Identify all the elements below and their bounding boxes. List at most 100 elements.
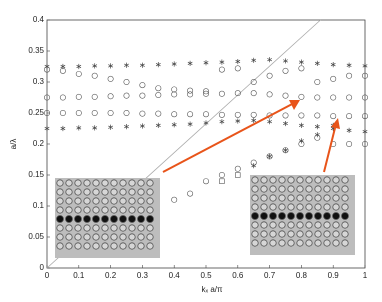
inset-hole xyxy=(101,188,109,196)
circle-point xyxy=(155,85,162,92)
inset-hole xyxy=(287,185,295,193)
inset-hole xyxy=(278,230,286,238)
inset-hole xyxy=(287,221,295,229)
star-point xyxy=(235,58,241,65)
inset-hole xyxy=(146,242,154,250)
x-tick-label: 0.4 xyxy=(169,271,181,280)
star-point xyxy=(171,122,177,128)
star-point xyxy=(251,117,257,124)
y-tick-label: 0.35 xyxy=(28,46,44,55)
inset-hole xyxy=(65,197,73,205)
inset-hole xyxy=(251,176,259,184)
inset-hole xyxy=(341,239,349,247)
circle-point xyxy=(155,110,162,117)
x-tick-label: 0.7 xyxy=(264,271,276,280)
inset-hole xyxy=(101,179,109,187)
inset-hole xyxy=(146,224,154,232)
circle-point xyxy=(330,94,337,101)
circle-point xyxy=(171,111,178,118)
inset-hole xyxy=(92,188,100,196)
inset-hole xyxy=(323,203,331,211)
inset-hole xyxy=(314,194,322,202)
inset-hole xyxy=(137,242,145,250)
inset-hole xyxy=(314,176,322,184)
circle-point xyxy=(218,111,225,118)
circle-point xyxy=(298,65,305,72)
circle-point xyxy=(139,92,146,99)
inset-hole xyxy=(269,221,277,229)
inset-hole xyxy=(65,206,73,214)
circle-point xyxy=(266,153,273,160)
inset-hole xyxy=(119,179,127,187)
circle-point xyxy=(171,86,178,93)
inset-hole xyxy=(65,242,73,250)
inset-hole xyxy=(137,206,145,214)
circle-point xyxy=(298,93,305,100)
circle-point xyxy=(218,90,225,97)
inset-hole xyxy=(56,242,64,250)
star-point xyxy=(251,163,257,169)
inset-hole xyxy=(128,179,136,187)
x-tick-label: 0.8 xyxy=(296,271,308,280)
inset-hole xyxy=(251,203,259,211)
circle-point xyxy=(361,94,368,101)
inset-hole xyxy=(74,242,82,250)
inset-hole xyxy=(56,179,64,187)
inset-hole xyxy=(269,212,277,220)
inset-hole xyxy=(323,194,331,202)
inset-hole xyxy=(341,203,349,211)
inset-hole xyxy=(65,215,73,223)
x-tick-label: 1 xyxy=(363,271,368,280)
inset-hole xyxy=(83,224,91,232)
inset-hole xyxy=(65,224,73,232)
circle-point xyxy=(346,72,353,79)
circle-point xyxy=(314,79,321,86)
circle-point xyxy=(346,94,353,101)
inset-hole xyxy=(278,185,286,193)
inset-hole xyxy=(323,176,331,184)
inset-hole xyxy=(305,194,313,202)
inset-hole xyxy=(341,212,349,220)
inset-hole xyxy=(278,239,286,247)
inset-hole xyxy=(137,215,145,223)
star-point xyxy=(314,132,320,138)
x-tick-label: 0.2 xyxy=(105,271,117,280)
star-point xyxy=(108,63,114,69)
star-point xyxy=(283,147,288,153)
star-point xyxy=(314,124,320,130)
inset-hole xyxy=(278,221,286,229)
circle-point xyxy=(187,91,194,98)
inset-hole xyxy=(341,185,349,193)
circle-point xyxy=(91,93,98,100)
inset-hole xyxy=(65,188,73,196)
circle-point xyxy=(203,178,210,185)
inset-hole xyxy=(278,194,286,202)
circle-point xyxy=(59,110,66,117)
inset-hole xyxy=(305,230,313,238)
circle-point xyxy=(187,87,194,94)
inset-hole xyxy=(56,215,64,223)
inset-hole xyxy=(128,242,136,250)
inset-hole xyxy=(65,233,73,241)
x-tick-label: 0.5 xyxy=(200,271,212,280)
inset-hole xyxy=(74,206,82,214)
circle-point xyxy=(282,92,289,99)
inset-hole xyxy=(296,221,304,229)
inset-hole xyxy=(278,212,286,220)
inset-hole xyxy=(119,242,127,250)
star-point xyxy=(187,60,193,66)
star-point xyxy=(219,119,225,125)
star-point xyxy=(171,61,177,67)
inset-hole xyxy=(305,203,313,211)
inset-hole xyxy=(146,188,154,196)
circle-point xyxy=(314,94,321,101)
inset-hole xyxy=(146,197,154,205)
circle-point xyxy=(250,90,257,97)
circle-point xyxy=(282,147,289,154)
star-point xyxy=(44,125,50,132)
inset-hole xyxy=(341,176,349,184)
circle-point xyxy=(139,110,146,117)
star-point xyxy=(362,63,368,69)
circle-point xyxy=(346,141,353,148)
circle-point xyxy=(250,79,257,86)
